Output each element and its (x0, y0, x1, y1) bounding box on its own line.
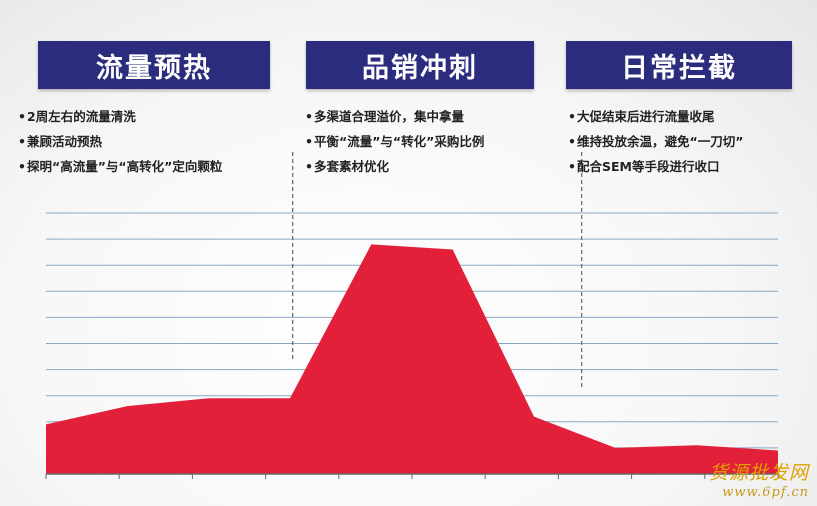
phase-title-intercept: 日常拦截 (566, 41, 792, 89)
note-item: 多渠道合理溢价，集中拿量 (305, 104, 484, 129)
note-item: 大促结束后进行流量收尾 (568, 104, 743, 129)
phase-notes-sprint: 多渠道合理溢价，集中拿量 平衡“流量”与“转化”采购比例 多套素材优化 (305, 104, 484, 179)
note-item: 平衡“流量”与“转化”采购比例 (305, 129, 484, 154)
note-item: 探明“高流量”与“高转化”定向颗粒 (18, 154, 222, 179)
phase-title-sprint: 品销冲刺 (306, 41, 534, 89)
note-item: 兼顾活动预热 (18, 129, 222, 154)
phase-notes-intercept: 大促结束后进行流量收尾 维持投放余温，避免“一刀切” 配合SEM等手段进行收口 (568, 104, 743, 179)
phase-title-warmup: 流量预热 (38, 41, 270, 89)
watermark-url: www.6pf.cn (722, 485, 809, 500)
watermark-name: 货源批发网 (708, 462, 809, 484)
note-item: 维持投放余温，避免“一刀切” (568, 129, 743, 154)
watermark: 货源批发网 www.6pf.cn (709, 458, 809, 500)
area-series (46, 244, 778, 474)
note-item: 配合SEM等手段进行收口 (568, 154, 743, 179)
note-item: 2周左右的流量清洗 (18, 104, 222, 129)
phase-notes-warmup: 2周左右的流量清洗 兼顾活动预热 探明“高流量”与“高转化”定向颗粒 (18, 104, 222, 179)
note-item: 多套素材优化 (305, 154, 484, 179)
